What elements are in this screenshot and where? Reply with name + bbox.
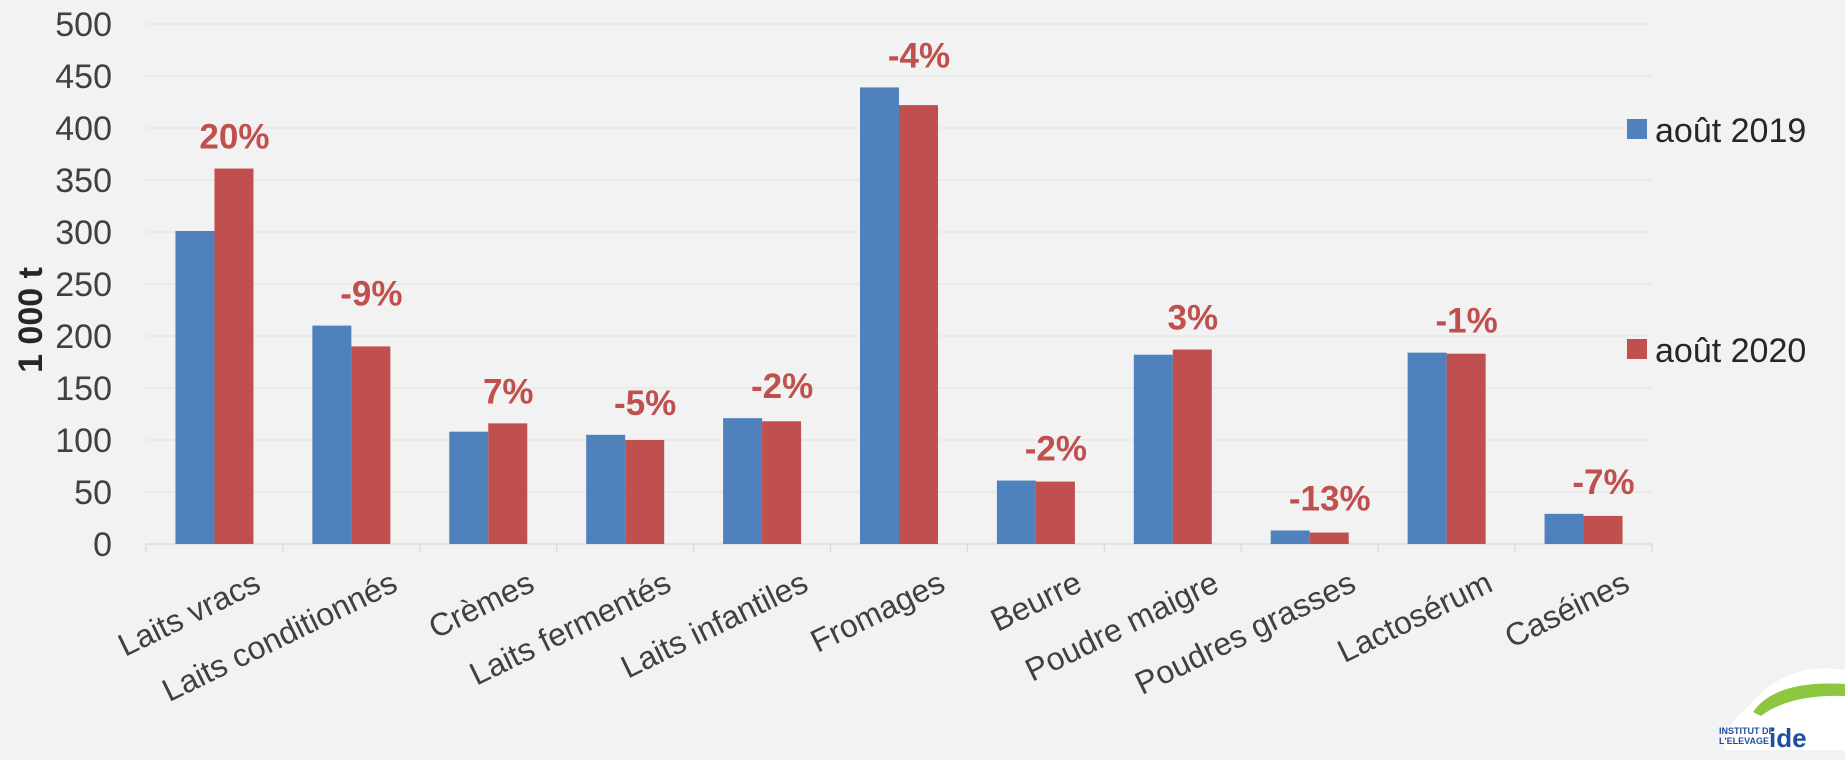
x-category-label: Laits conditionnés bbox=[156, 564, 402, 709]
change-annotations: 20% -9% 7% -5% -2% -4% -2% 3% -13% -1% -7% bbox=[199, 36, 1634, 518]
bar-aout-2019 bbox=[1133, 354, 1173, 544]
logo-line1: INSTITUT DE bbox=[1719, 726, 1775, 736]
x-category-label: Fromages bbox=[805, 564, 950, 660]
legend-label: août 2019 bbox=[1655, 112, 1806, 150]
change-annotation: -1% bbox=[1436, 302, 1498, 341]
bar-aout-2019 bbox=[723, 418, 763, 544]
bar-aout-2019 bbox=[860, 87, 899, 544]
legend: août 2019 août 2020 bbox=[1627, 112, 1806, 370]
logo-brand: ide bbox=[1769, 723, 1807, 753]
y-tick-label: 150 bbox=[55, 370, 112, 408]
change-annotation: 7% bbox=[483, 372, 534, 411]
bar-aout-2019 bbox=[175, 230, 215, 544]
y-tick-label: 50 bbox=[74, 474, 112, 512]
legend-swatch bbox=[1627, 119, 1647, 139]
bar-aout-2019 bbox=[1544, 513, 1584, 544]
legend-swatch bbox=[1627, 339, 1647, 359]
change-annotation: -4% bbox=[888, 36, 950, 75]
bar-aout-2020 bbox=[1172, 349, 1212, 544]
change-annotation: -2% bbox=[751, 367, 813, 406]
bar-aout-2019 bbox=[586, 434, 626, 544]
y-tick-label: 0 bbox=[93, 526, 112, 564]
bar-aout-2019 bbox=[312, 325, 352, 544]
bar-aout-2020 bbox=[1309, 532, 1349, 544]
y-tick-label: 350 bbox=[55, 162, 112, 200]
change-annotation: 3% bbox=[1168, 299, 1219, 338]
bar-aout-2020 bbox=[1446, 353, 1486, 544]
change-annotation: 20% bbox=[199, 118, 269, 157]
bar-aout-2020 bbox=[625, 440, 665, 544]
y-tick-label: 250 bbox=[55, 266, 112, 304]
y-tick-label: 300 bbox=[55, 214, 112, 252]
change-annotation: -9% bbox=[340, 275, 402, 314]
x-category-label: Lactosérum bbox=[1332, 564, 1498, 670]
bar-aout-2019 bbox=[449, 431, 489, 544]
bar-aout-2020 bbox=[1583, 515, 1623, 544]
change-annotation: -5% bbox=[614, 384, 676, 423]
y-tick-label: 450 bbox=[55, 58, 112, 96]
bar-aout-2019 bbox=[1270, 530, 1310, 544]
bar-aout-2020 bbox=[351, 346, 391, 544]
bars bbox=[175, 87, 1623, 545]
y-tick-label: 400 bbox=[55, 110, 112, 148]
y-tick-label: 500 bbox=[55, 6, 112, 44]
y-tick-label: 200 bbox=[55, 318, 112, 356]
x-category-label: Caséines bbox=[1499, 564, 1635, 655]
y-axis-label: 1 000 t bbox=[12, 267, 50, 373]
bar-aout-2019 bbox=[996, 480, 1036, 544]
bar-aout-2020 bbox=[1035, 481, 1075, 544]
legend-label: août 2020 bbox=[1655, 332, 1806, 370]
x-category-label: Beurre bbox=[985, 564, 1087, 638]
bar-aout-2019 bbox=[1407, 352, 1447, 544]
change-annotation: -13% bbox=[1289, 479, 1371, 518]
y-tick-label: 100 bbox=[55, 422, 112, 460]
bar-aout-2020 bbox=[762, 421, 802, 544]
change-annotation: -2% bbox=[1025, 430, 1087, 469]
bar-aout-2020 bbox=[488, 423, 528, 544]
institut-elevage-logo: INSTITUT DE L'ELEVAGE ide bbox=[1719, 668, 1845, 753]
change-annotation: -7% bbox=[1572, 463, 1634, 502]
logo-line2: L'ELEVAGE bbox=[1719, 736, 1769, 746]
bar-aout-2020 bbox=[899, 105, 938, 545]
y-tick-labels: 0 50 100 150 200 250 300 350 400 450 500 bbox=[55, 6, 112, 564]
bar-aout-2020 bbox=[214, 168, 254, 544]
